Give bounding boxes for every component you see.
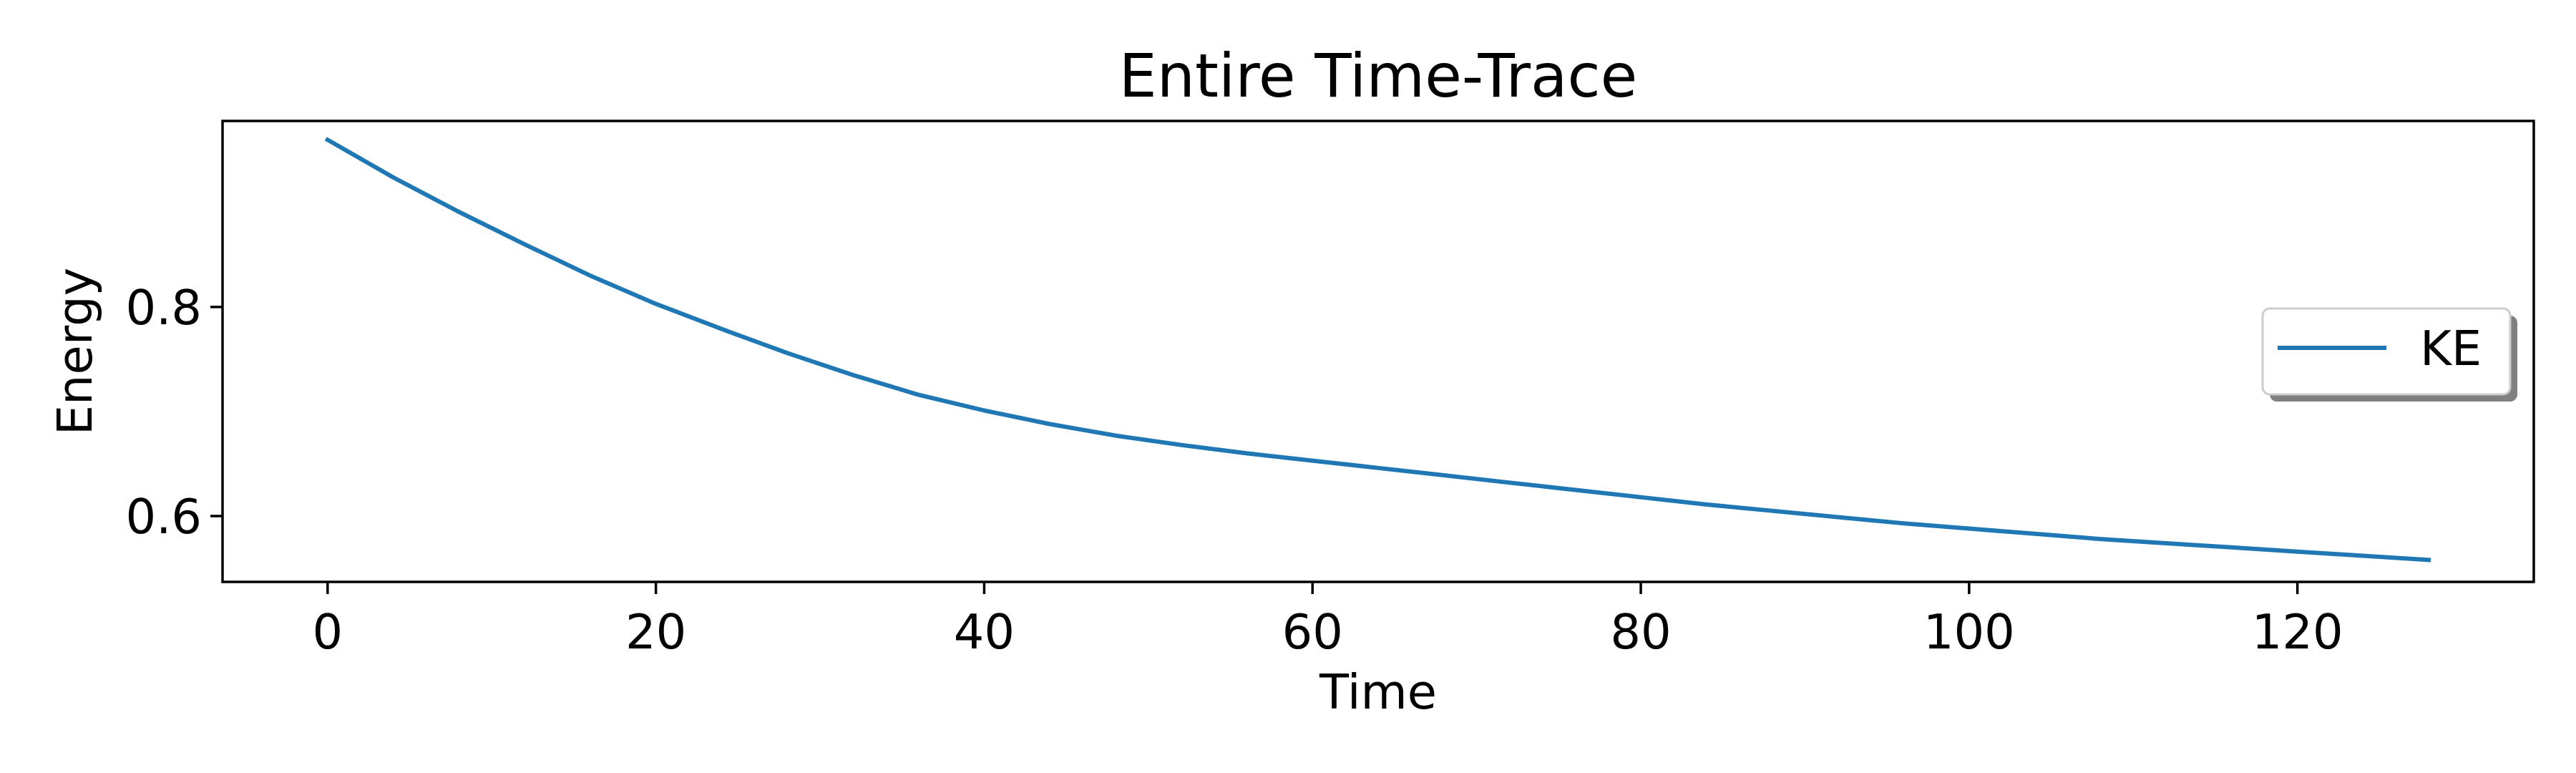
plot-area (324, 137, 2431, 563)
x-tick-label: 100 (1923, 604, 2015, 660)
x-tick-label: 80 (1610, 604, 1671, 660)
legend: KE (2261, 307, 2517, 402)
legend-box (2261, 307, 2512, 396)
x-axis: 0 20 40 60 80 100 120 (312, 582, 2343, 660)
series-line-ke (324, 137, 2431, 563)
y-tick-label: 0.8 (125, 280, 202, 336)
plot-frame (221, 120, 2535, 583)
x-tick-label: 120 (2252, 604, 2343, 660)
y-axis: 0.6 0.8 (125, 280, 223, 545)
x-tick-label: 40 (954, 604, 1015, 660)
x-axis-label: Time (1319, 664, 1437, 720)
y-axis-label: Energy (47, 268, 103, 436)
chart-title: Entire Time-Trace (1119, 41, 1638, 111)
x-tick-label: 0 (312, 604, 343, 660)
legend-label-ke: KE (2420, 321, 2482, 376)
x-tick-label: 60 (1282, 604, 1343, 660)
x-tick-label: 20 (625, 604, 686, 660)
y-tick-label: 0.6 (125, 489, 202, 545)
